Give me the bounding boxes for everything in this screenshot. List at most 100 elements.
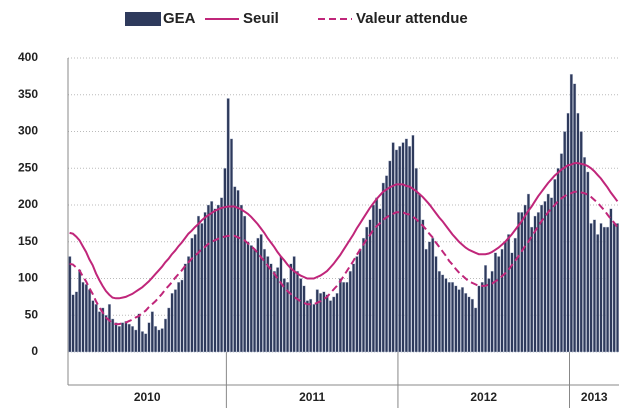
bar [497, 256, 501, 353]
bar [424, 248, 428, 353]
bar [474, 307, 478, 353]
bar [220, 197, 224, 353]
bar [81, 281, 85, 353]
bar [216, 204, 220, 353]
bar [107, 304, 111, 353]
bar [408, 145, 412, 353]
bar [233, 186, 237, 353]
bar [569, 73, 573, 353]
bar [507, 234, 511, 353]
bar [550, 197, 554, 353]
x-group-label: 2011 [299, 390, 325, 404]
bar [259, 234, 263, 353]
bar [279, 256, 283, 353]
bar [157, 329, 161, 353]
bar [388, 160, 392, 353]
bar [447, 281, 451, 353]
bar [236, 190, 240, 353]
y-tick-label: 200 [18, 197, 38, 211]
bar [213, 208, 217, 353]
bar [398, 145, 402, 353]
bar [589, 223, 593, 353]
bar [352, 263, 356, 353]
bar [576, 112, 580, 353]
bar [573, 83, 577, 353]
bar [556, 168, 560, 353]
bar [404, 138, 408, 353]
bar [464, 293, 468, 353]
bar [276, 267, 280, 353]
bar [503, 241, 507, 353]
y-tick-label: 0 [31, 344, 38, 358]
bar [563, 131, 567, 353]
bar [451, 281, 455, 353]
bar [170, 293, 174, 353]
bar [612, 223, 616, 353]
bar [431, 237, 435, 353]
bar [335, 293, 339, 353]
bar [190, 237, 194, 353]
bar [599, 223, 603, 353]
bar [147, 322, 151, 353]
bar [566, 112, 570, 353]
bar [309, 298, 313, 353]
x-group-label: 2012 [470, 390, 497, 404]
bar [553, 179, 557, 353]
bar [163, 318, 168, 353]
bar [154, 326, 158, 353]
bar [111, 318, 115, 353]
bar [596, 234, 600, 353]
bar [193, 234, 197, 353]
bar [546, 193, 550, 353]
bar [609, 208, 613, 353]
bar [434, 256, 438, 353]
bar [134, 329, 138, 353]
bar [460, 287, 464, 353]
bar [602, 226, 606, 353]
bar [493, 252, 497, 353]
bar [378, 208, 382, 353]
bar [606, 226, 610, 353]
bar [295, 270, 299, 353]
bar [121, 322, 125, 353]
bar [117, 326, 121, 353]
bar [305, 300, 309, 353]
bar [500, 248, 504, 353]
bar [345, 281, 349, 353]
bar [101, 307, 105, 353]
bar [272, 270, 276, 353]
bar [490, 270, 494, 353]
bar [239, 204, 243, 353]
bar [269, 263, 273, 353]
bar [480, 281, 484, 353]
bar [140, 331, 144, 353]
bar [226, 98, 230, 353]
bar [559, 153, 563, 353]
threshold-line [69, 162, 619, 300]
y-tick-label: 150 [18, 234, 38, 248]
bar [365, 226, 369, 353]
bar [411, 134, 415, 353]
bar [385, 175, 389, 353]
bar [414, 168, 418, 353]
bar [210, 201, 214, 353]
y-tick-label: 50 [25, 307, 39, 321]
bar [144, 333, 148, 353]
bar [391, 142, 395, 353]
bar [441, 274, 445, 353]
bar [381, 182, 385, 353]
bar [127, 323, 131, 353]
bar [114, 322, 118, 353]
bar [312, 304, 316, 353]
bar [540, 204, 544, 353]
bar [282, 278, 286, 353]
bar [342, 281, 346, 353]
bar [78, 269, 82, 353]
bar [91, 300, 95, 353]
bar [523, 204, 527, 353]
bar [292, 256, 296, 353]
bar [454, 285, 458, 353]
y-tick-label: 100 [18, 271, 38, 285]
bar [196, 215, 201, 353]
